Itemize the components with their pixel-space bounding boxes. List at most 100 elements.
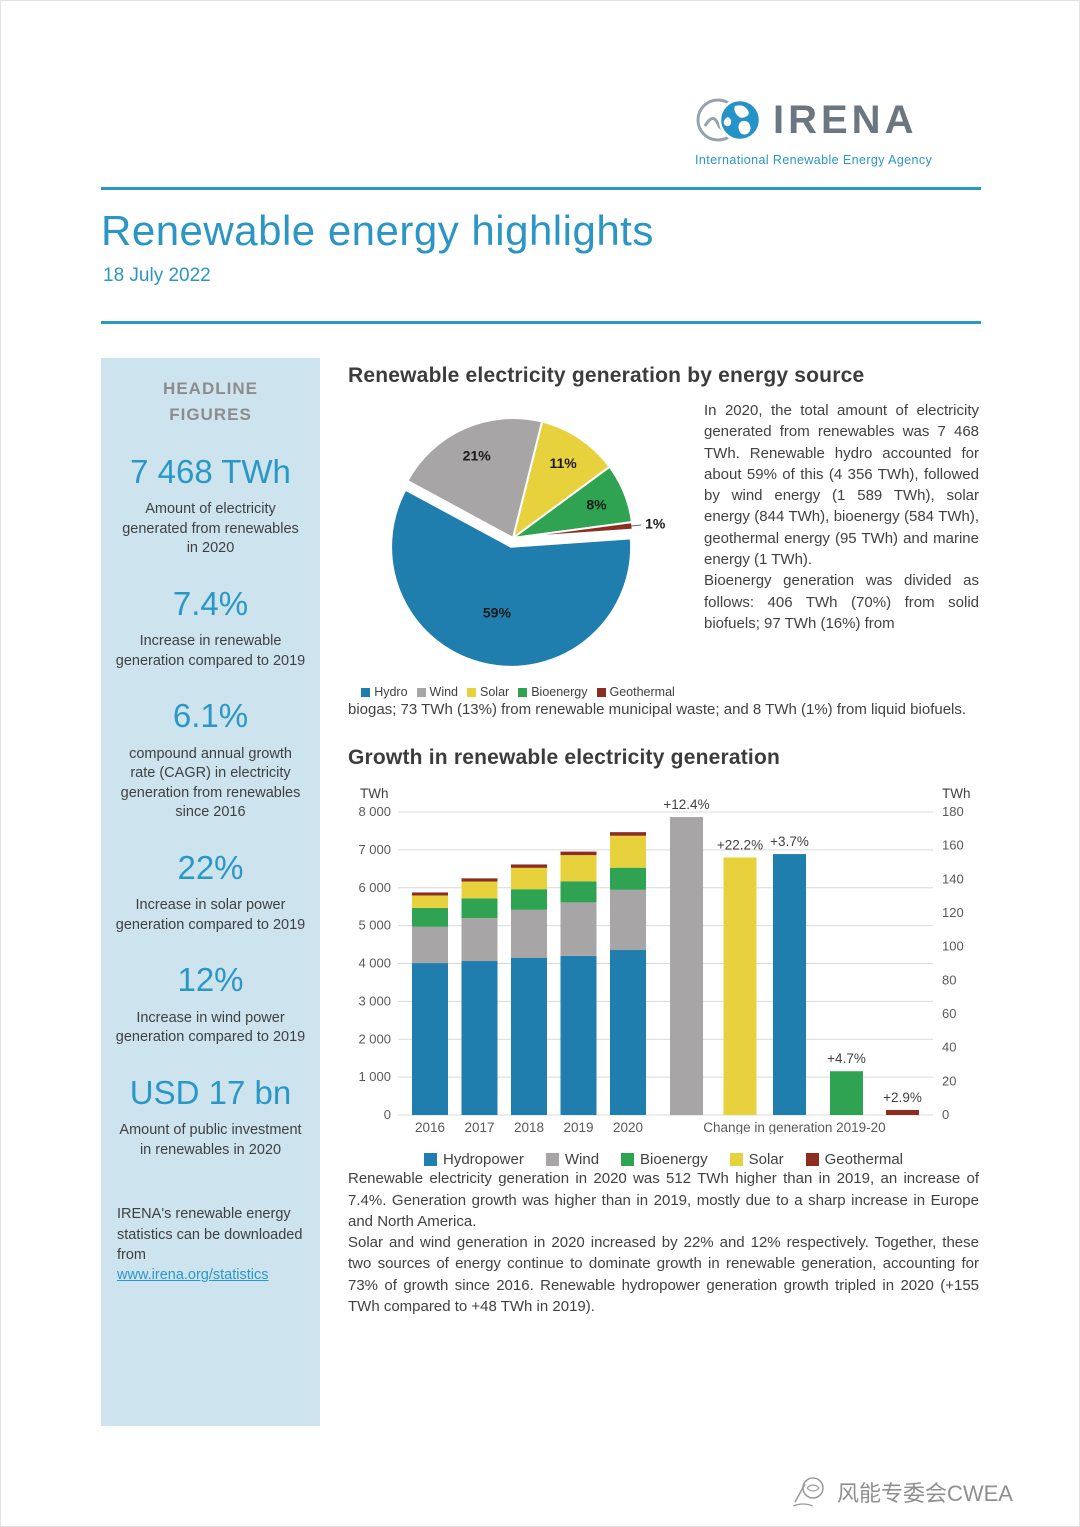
svg-text:21%: 21% <box>463 448 492 464</box>
legend-swatch <box>805 1153 819 1167</box>
svg-text:TWh: TWh <box>360 786 389 801</box>
sidebar-headline-figures: HEADLINE FIGURES 7 468 TWh Amount of ele… <box>101 358 320 1426</box>
svg-text:180: 180 <box>942 804 964 819</box>
title-rule <box>101 321 981 324</box>
legend-swatch <box>729 1153 743 1167</box>
svg-text:40: 40 <box>942 1040 956 1055</box>
svg-text:7 000: 7 000 <box>358 842 391 857</box>
svg-text:11%: 11% <box>549 455 577 471</box>
pie-section: 11% 8% 1% 59% 21% Hydro Wind Solar Bioenergy… <box>348 400 979 699</box>
legend-item: Solar <box>467 685 509 699</box>
svg-text:6 000: 6 000 <box>358 880 391 895</box>
paragraph-growth-summary: Renewable electricity generation in 2020… <box>348 1170 979 1230</box>
svg-text:Change in generation 2019-20: Change in generation 2019-20 <box>703 1120 885 1134</box>
svg-text:TWh: TWh <box>942 786 971 801</box>
svg-text:1 000: 1 000 <box>358 1069 391 1084</box>
svg-text:2019: 2019 <box>563 1120 593 1134</box>
irena-logo-row: IRENA <box>695 93 957 147</box>
svg-text:140: 140 <box>942 872 964 887</box>
watermark-text: 风能专委会CWEA <box>836 1481 1013 1506</box>
headline-figure: 7.4% Increase in renewable generation co… <box>115 584 306 671</box>
paragraph-solar-wind: Solar and wind generation in 2020 increa… <box>348 1234 979 1316</box>
figure-caption: Amount of electricity generated from ren… <box>122 501 299 557</box>
paragraph-generation-summary: In 2020, the total amount of electricity… <box>704 402 979 569</box>
figure-caption: Increase in solar power generation compa… <box>115 897 306 933</box>
legend-item: Hydro <box>361 685 408 699</box>
figure-value: 7.4% <box>172 584 249 622</box>
legend-swatch <box>416 687 426 697</box>
main-content: Renewable electricity generation by ener… <box>348 358 979 1317</box>
figure-caption: compound annual growth rate (CAGR) in el… <box>120 745 301 821</box>
legend-swatch <box>518 687 528 697</box>
legend-swatch <box>467 687 477 697</box>
irena-logo: IRENA International Renewable Energy Age… <box>695 93 957 167</box>
svg-text:1%: 1% <box>645 516 666 532</box>
svg-text:2020: 2020 <box>613 1120 643 1134</box>
svg-text:60: 60 <box>942 1006 956 1021</box>
pie-section-title: Renewable electricity generation by ener… <box>348 364 865 387</box>
svg-text:160: 160 <box>942 838 964 853</box>
svg-text:2016: 2016 <box>415 1120 445 1134</box>
figure-caption: Increase in wind power generation compar… <box>115 1009 306 1046</box>
headline-figure: USD 17 bn Amount of public investment in… <box>115 1073 306 1160</box>
svg-text:80: 80 <box>942 973 956 988</box>
svg-text:0: 0 <box>942 1107 949 1122</box>
bar-chart-wrap: 0 1 000 2 000 3 000 4 000 5 000 6 000 7 000 8 00… <box>348 784 979 1139</box>
watermark-logo-icon <box>792 1477 824 1507</box>
figure-caption: Amount of public investment in renewable… <box>119 1122 302 1158</box>
figure-value: 12% <box>177 961 244 999</box>
svg-text:5 000: 5 000 <box>358 918 391 933</box>
pie-text-column: In 2020, the total amount of electricity… <box>704 400 979 699</box>
irena-tagline: International Renewable Energy Agency <box>695 153 933 167</box>
legend-swatch <box>596 687 606 697</box>
pie-legend: Hydro Wind Solar Bioenergy Geothermal <box>348 685 688 699</box>
svg-text:+22.2%: +22.2% <box>717 838 763 853</box>
legend-swatch <box>545 1153 559 1167</box>
pie-chart: 11% 8% 1% 59% 21% <box>390 417 666 668</box>
watermark: 风能专委会CWEA <box>789 1472 1013 1512</box>
legend-swatch <box>423 1153 437 1167</box>
headline-figure: 7 468 TWh Amount of electricity generate… <box>115 453 306 559</box>
legend-item: Geothermal <box>596 685 675 699</box>
legend-swatch <box>621 1153 635 1167</box>
bar-section-title: Growth in renewable electricity generati… <box>348 746 781 770</box>
globe-icon <box>696 98 762 142</box>
legend-item: Wind <box>545 1151 599 1168</box>
sidebar-heading: HEADLINE FIGURES <box>163 379 258 424</box>
svg-text:0: 0 <box>384 1107 391 1122</box>
svg-text:2 000: 2 000 <box>358 1032 391 1047</box>
paragraph-bioenergy-split-continued: biogas; 73 TWh (13%) from renewable muni… <box>348 701 967 718</box>
sidebar-footer: IRENA's renewable energy statistics can … <box>115 1204 306 1285</box>
headline-figure: 6.1% compound annual growth rate (CAGR) … <box>115 698 306 823</box>
svg-text:8 000: 8 000 <box>358 804 391 819</box>
svg-text:3 000: 3 000 <box>358 994 391 1009</box>
svg-text:4 000: 4 000 <box>358 956 391 971</box>
legend-item: Bioenergy <box>621 1151 708 1168</box>
bar-chart: 0 1 000 2 000 3 000 4 000 5 000 6 000 7 000 8 00… <box>358 786 971 1135</box>
svg-text:120: 120 <box>942 905 964 920</box>
headline-figure: 12% Increase in wind power generation co… <box>115 962 306 1047</box>
legend-item: Wind <box>416 685 458 699</box>
svg-text:2017: 2017 <box>464 1120 494 1134</box>
figure-value: USD 17 bn <box>129 1073 292 1111</box>
figure-value: 7 468 TWh <box>130 453 291 490</box>
svg-text:59%: 59% <box>483 604 512 620</box>
legend-item: Geothermal <box>805 1151 903 1168</box>
pie-block: 11% 8% 1% 59% 21% Hydro Wind Solar Bioenergy… <box>348 400 688 699</box>
svg-text:+4.7%: +4.7% <box>827 1052 866 1067</box>
figure-caption: Increase in renewable generation compare… <box>115 633 306 669</box>
legend-swatch <box>361 687 371 697</box>
paragraph-bioenergy-split: Bioenergy generation was divided as foll… <box>704 572 979 632</box>
legend-item: Bioenergy <box>518 685 588 699</box>
svg-text:+3.7%: +3.7% <box>770 834 809 849</box>
figure-value: 22% <box>177 848 244 886</box>
svg-text:20: 20 <box>942 1074 956 1089</box>
svg-text:8%: 8% <box>586 496 607 512</box>
irena-wordmark: IRENA <box>773 98 918 142</box>
page-date: 18 July 2022 <box>103 265 211 286</box>
legend-item: Hydropower <box>423 1151 524 1168</box>
bar-legend: Hydropower Wind Bioenergy Solar Geotherm… <box>348 1151 979 1168</box>
statistics-link[interactable]: www.irena.org/statistics <box>117 1267 269 1284</box>
page-title: Renewable energy highlights <box>101 207 654 254</box>
